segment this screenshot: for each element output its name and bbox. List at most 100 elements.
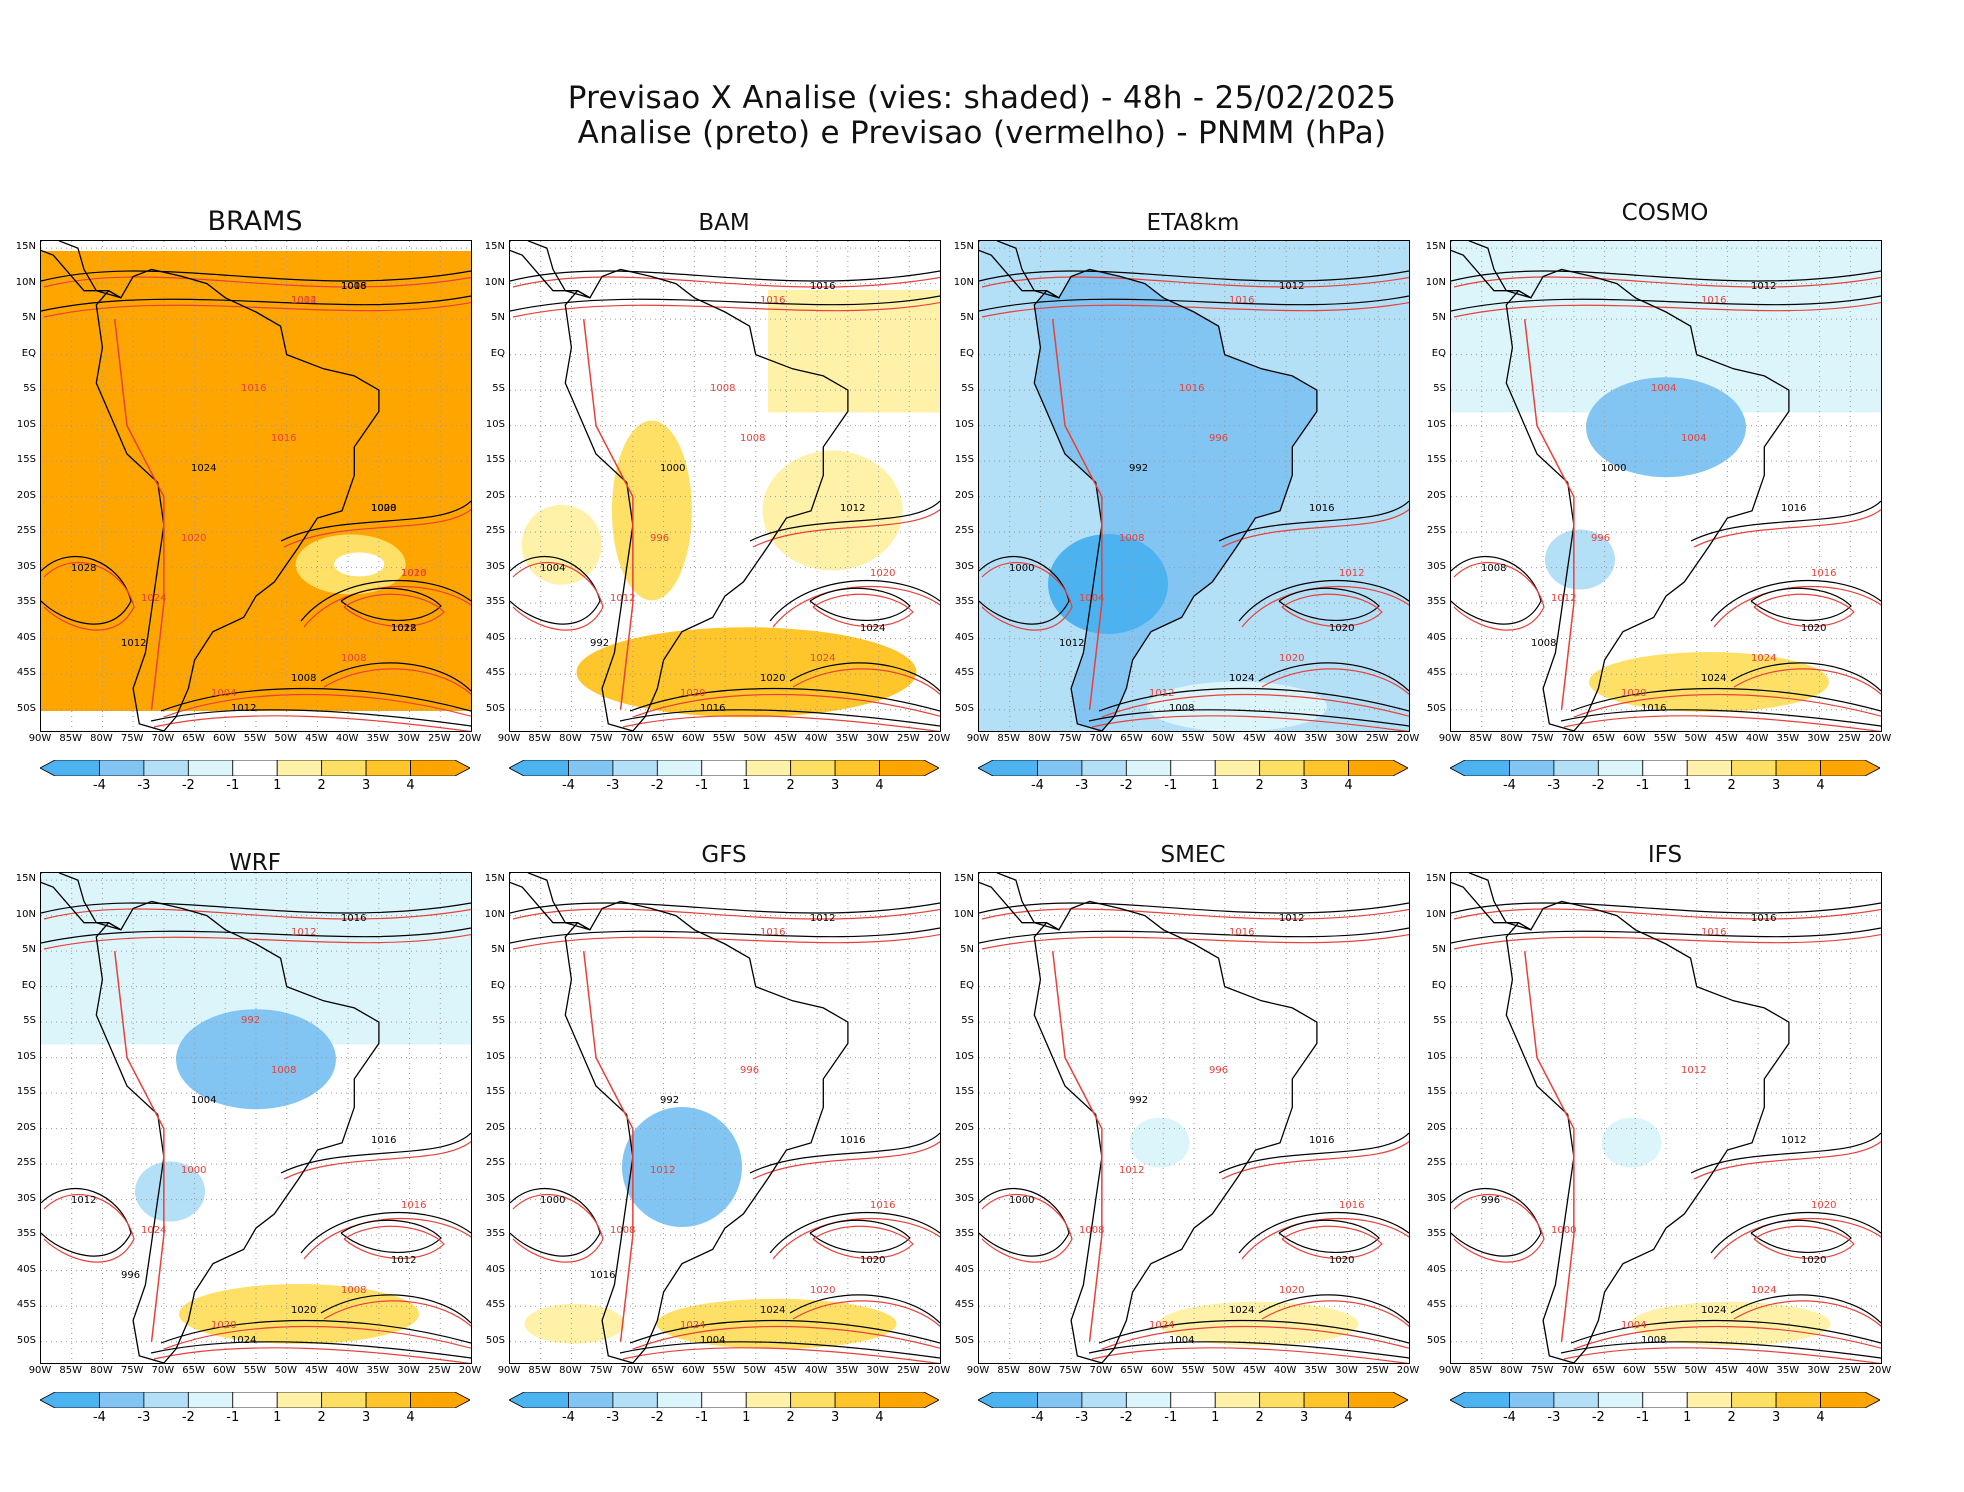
lat-tick-label: 45S bbox=[485, 1299, 505, 1311]
colorbar-label: -2 bbox=[181, 778, 195, 793]
contour-label: 1008 bbox=[710, 383, 735, 394]
lon-tick-label: 35W bbox=[1776, 733, 1800, 744]
map-svg: 1012 1016 1016 1016 1020 1020 1024 1024 1004 1008… bbox=[510, 873, 940, 1363]
colorbar-label: 1 bbox=[742, 778, 751, 793]
contour-label: 1008 bbox=[371, 503, 396, 514]
lon-tick-label: 75W bbox=[1530, 1365, 1554, 1376]
colorbar-label: 1 bbox=[273, 1410, 282, 1425]
contour-label: 1004 bbox=[1621, 1320, 1646, 1331]
lon-tick-label: 85W bbox=[1469, 1365, 1493, 1376]
lat-tick-label: 50S bbox=[1426, 702, 1446, 714]
colorbar-label: -3 bbox=[1547, 1410, 1561, 1425]
lat-tick-label: EQ bbox=[490, 979, 505, 991]
contour-label: 1020 bbox=[291, 1305, 316, 1316]
lat-tick-label: 10S bbox=[485, 418, 505, 430]
colorbar-label: -4 bbox=[1502, 1410, 1516, 1425]
contour-label: 1020 bbox=[181, 533, 206, 544]
lon-tick-label: 85W bbox=[59, 733, 83, 744]
lat-tick-label: 35S bbox=[485, 1228, 505, 1240]
contour-label: 1004 bbox=[1651, 383, 1676, 394]
grid-lines bbox=[41, 873, 471, 1363]
contour-label: 1004 bbox=[191, 1095, 216, 1106]
lat-tick-label: EQ bbox=[21, 979, 36, 991]
lat-tick-label: 15S bbox=[16, 454, 36, 466]
lat-tick-label: 15S bbox=[16, 1086, 36, 1098]
contour-label: 1020 bbox=[1621, 688, 1646, 699]
contour-label: 1004 bbox=[1169, 1335, 1194, 1346]
lat-tick-label: 10N bbox=[1425, 908, 1446, 920]
map-svg: 1016 1016 1012 1020 1024 1024 1020 1020 1016 1012… bbox=[510, 241, 940, 731]
map-area: 1012 1016 1016 1016 1020 1020 1024 1024 1004 1008… bbox=[978, 872, 1410, 1364]
lon-tick-label: 55W bbox=[1181, 1365, 1205, 1376]
contour-label: 1016 bbox=[371, 1135, 396, 1146]
isobars bbox=[979, 902, 1409, 1363]
lon-tick-label: 20W bbox=[1396, 1365, 1420, 1376]
colorbar-label: -2 bbox=[181, 1410, 195, 1425]
contour-label: 992 bbox=[241, 1015, 260, 1026]
contour-label: 1004 bbox=[700, 1335, 725, 1346]
lat-tick-label: 30S bbox=[485, 1192, 505, 1204]
lon-tick-label: 30W bbox=[1335, 1365, 1358, 1376]
lat-tick-label: 50S bbox=[954, 1334, 974, 1346]
contour-label: 1024 bbox=[1149, 1320, 1174, 1331]
colorbar-label: -3 bbox=[137, 1410, 151, 1425]
lon-tick-label: 45W bbox=[1243, 733, 1266, 744]
contour-label: 1008 bbox=[740, 433, 765, 444]
colorbar-label: 4 bbox=[1344, 1410, 1353, 1425]
lat-tick-label: 40S bbox=[485, 1263, 505, 1275]
colorbar-label: 3 bbox=[830, 778, 840, 793]
panel-wrf: WRF 1016 1012 1016 1016 1012 1008 1020 1020 1024 1… bbox=[16, 850, 490, 1492]
colorbar bbox=[1450, 1392, 1880, 1408]
lat-tick-label: 5N bbox=[960, 312, 974, 324]
coastline bbox=[979, 241, 1318, 731]
lat-tick-label: 5S bbox=[961, 383, 974, 395]
map-area: 1016 1016 1012 1020 1024 1024 1020 1020 1016 1012… bbox=[509, 240, 941, 732]
contour-label: 1016 bbox=[1701, 295, 1726, 306]
contour-label: 996 bbox=[650, 533, 669, 544]
lon-tick-label: 45W bbox=[774, 733, 797, 744]
contour-label: 1008 bbox=[341, 1285, 366, 1296]
colorbar-label: -2 bbox=[650, 778, 664, 793]
contour-label: 996 bbox=[740, 1065, 759, 1076]
contour-label: 1020 bbox=[1801, 623, 1826, 634]
map-area: 1016 1016 1012 1020 1020 1024 1024 1004 1008 1000… bbox=[1450, 872, 1882, 1364]
contour-label: 1004 bbox=[1079, 593, 1104, 604]
contour-label: 1012 bbox=[391, 623, 416, 634]
lat-tick-label: 5N bbox=[960, 944, 974, 956]
lat-tick-label: 50S bbox=[485, 1334, 505, 1346]
contour-label: 1008 bbox=[1079, 1225, 1104, 1236]
colorbar-label: -4 bbox=[1030, 778, 1044, 793]
lon-tick-label: 65W bbox=[1120, 733, 1143, 744]
lat-tick-label: 40S bbox=[16, 631, 36, 643]
colorbar bbox=[509, 1392, 939, 1408]
contour-label: 1020 bbox=[1811, 1200, 1836, 1211]
lon-tick-label: 40W bbox=[1273, 1365, 1297, 1376]
panel-title: ETA8km bbox=[1146, 210, 1240, 236]
colorbar-label: 4 bbox=[875, 778, 884, 793]
lon-tick-label: 30W bbox=[866, 1365, 889, 1376]
contour-labels: 1016 1012 1016 1016 1012 1008 1020 1020 1024 1024… bbox=[71, 913, 426, 1346]
map-svg: 1012 1016 1016 1016 1020 1024 1024 1020 1016 1012… bbox=[1451, 241, 1881, 731]
contour-label: 1012 bbox=[1059, 638, 1084, 649]
lat-tick-label: 25S bbox=[1426, 525, 1446, 537]
lon-tick-label: 50W bbox=[743, 1365, 767, 1376]
lat-tick-label: 30S bbox=[485, 560, 505, 572]
lat-tick-label: 35S bbox=[16, 1228, 36, 1240]
contour-label: 1016 bbox=[760, 927, 785, 938]
lat-tick-label: 15N bbox=[953, 873, 974, 885]
lat-tick-label: 45S bbox=[1426, 667, 1446, 679]
lon-tick-label: 35W bbox=[1304, 733, 1328, 744]
coastline bbox=[979, 873, 1318, 1363]
contour-labels: 1016 1016 1012 1020 1020 1024 1024 1004 1008 1000… bbox=[1481, 913, 1836, 1346]
map-area: 1016 1012 1020 1016 1012 1008 1008 1004 1012 1024… bbox=[40, 240, 472, 732]
lon-tick-label: 45W bbox=[1715, 733, 1738, 744]
lon-tick-label: 70W bbox=[1561, 733, 1585, 744]
lon-tick-label: 35W bbox=[835, 733, 859, 744]
lat-tick-label: 15N bbox=[1425, 241, 1446, 253]
contour-label: 1016 bbox=[341, 913, 366, 924]
lat-tick-label: 5N bbox=[22, 944, 36, 956]
lat-tick-label: 5S bbox=[1433, 1015, 1446, 1027]
contour-label: 1008 bbox=[291, 673, 316, 684]
contour-label: 1016 bbox=[1641, 703, 1666, 714]
lon-tick-label: 50W bbox=[1684, 733, 1708, 744]
